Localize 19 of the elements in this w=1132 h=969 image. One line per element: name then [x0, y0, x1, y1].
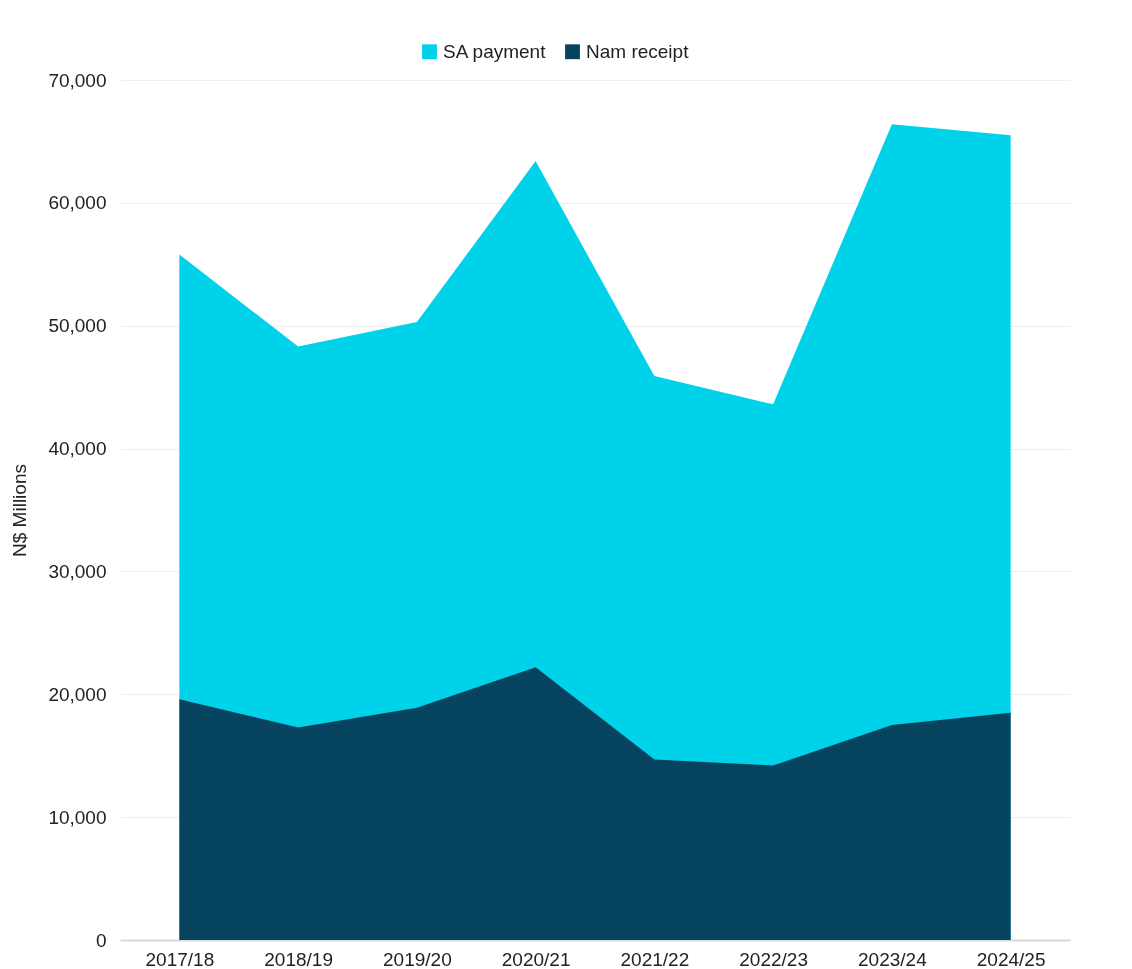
x-tick-label: 2018/19 [264, 948, 333, 969]
x-tick-label: 2019/20 [383, 948, 452, 969]
x-tick-label: 2023/24 [858, 948, 928, 969]
x-tick-label: 2021/22 [620, 948, 690, 969]
y-axis-title: N$ Millions [9, 464, 31, 557]
y-tick-label: 60,000 [48, 192, 107, 214]
legend-label: Nam receipt [586, 40, 690, 62]
y-tick-label: 0 [95, 929, 107, 951]
y-tick-label: 50,000 [48, 315, 107, 337]
x-tick-label: 2024/25 [976, 948, 1046, 969]
y-tick-label: 30,000 [48, 560, 107, 582]
y-tick-label: 40,000 [48, 438, 107, 460]
x-tick-label: 2020/21 [501, 948, 571, 969]
y-tick-label: 10,000 [48, 806, 107, 828]
y-tick-label: 20,000 [48, 683, 107, 705]
y-tick-label: 70,000 [48, 69, 107, 91]
x-tick-label: 2017/18 [145, 948, 215, 969]
x-tick-label: 2022/23 [739, 948, 808, 969]
legend-label: SA payment [443, 40, 547, 62]
